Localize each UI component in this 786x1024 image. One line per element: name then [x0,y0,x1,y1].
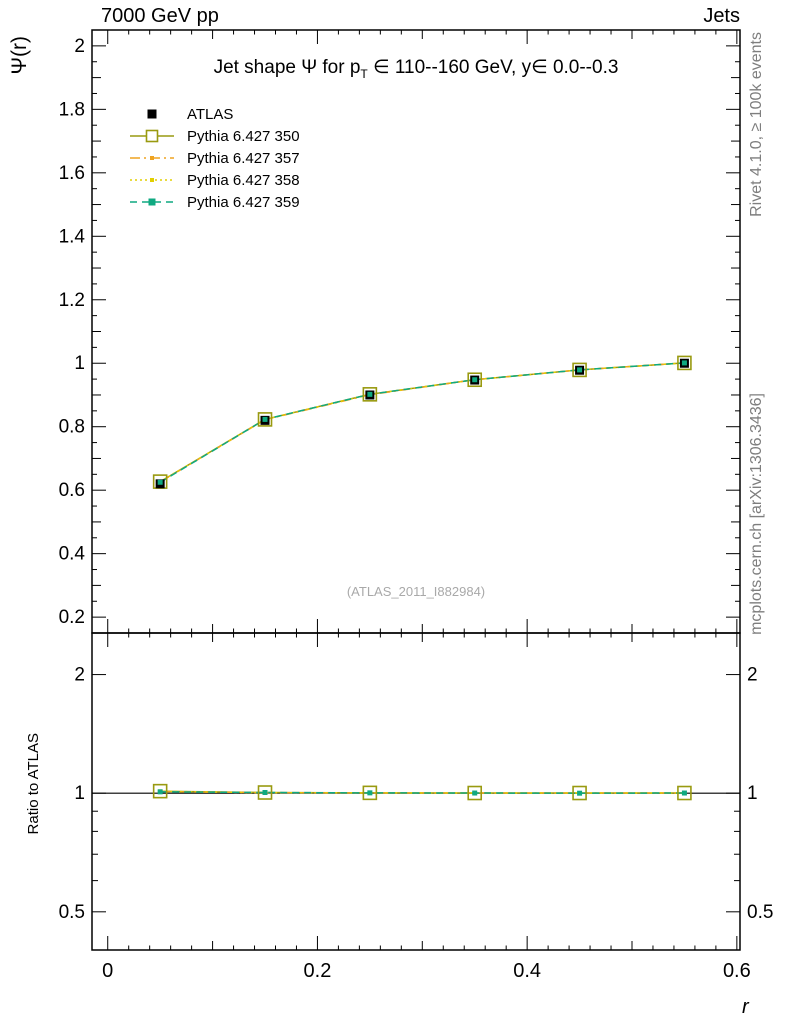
legend-label: Pythia 6.427 357 [187,149,300,167]
svg-text:0.5: 0.5 [59,902,85,923]
pythia-357-marker-icon [130,156,174,160]
pythia-358-marker-icon [130,178,174,182]
plot-title: Jet shape Ψ for pT ∈ 110--160 GeV, y∈ 0.… [92,56,740,81]
mcplots-citation-label: mcplots.cern.ch [arXiv:1306.3436] [748,393,765,635]
legend-item-pythia-350: Pythia 6.427 350 [129,125,300,147]
svg-text:0.2: 0.2 [304,960,332,982]
legend-label: Pythia 6.427 359 [187,193,300,211]
svg-text:1: 1 [747,783,758,804]
svg-text:1.4: 1.4 [59,226,86,247]
svg-text:0: 0 [102,960,113,982]
svg-text:1.2: 1.2 [59,290,85,311]
analysis-id-watermark: (ATLAS_2011_I882984) [346,584,486,599]
legend-label: Pythia 6.427 358 [187,171,300,189]
legend-item-pythia-358: Pythia 6.427 358 [129,169,300,191]
svg-text:0.2: 0.2 [59,607,85,628]
svg-text:2: 2 [747,665,758,686]
plot-title-text: Jet shape Ψ for p [213,57,361,78]
plot-title-subscript: T [360,66,368,81]
svg-text:0.8: 0.8 [59,417,85,438]
rivet-version-label: Rivet 4.1.0, ≥ 100k events [748,32,765,217]
legend-item-pythia-359: Pythia 6.427 359 [129,191,300,213]
svg-text:0.5: 0.5 [747,902,773,923]
svg-text:1.6: 1.6 [59,163,85,184]
svg-text:2: 2 [74,36,85,57]
x-axis-label: r [742,996,749,1018]
y-axis-label-ratio: Ratio to ATLAS [25,733,42,835]
svg-text:0.4: 0.4 [513,960,541,982]
svg-text:0.4: 0.4 [59,544,86,565]
beam-energy-label: 7000 GeV pp [101,5,219,27]
legend-item-atlas: ATLAS [129,103,300,125]
legend-label: Pythia 6.427 350 [187,127,300,145]
svg-text:0.6: 0.6 [59,480,85,501]
legend-item-pythia-357: Pythia 6.427 357 [129,147,300,169]
svg-text:0.6: 0.6 [723,960,751,982]
pythia-350-marker-icon [130,129,174,143]
atlas-marker-icon [147,109,157,119]
y-axis-label-main: Ψ(r) [8,36,31,75]
legend-label: ATLAS [187,105,234,123]
legend: ATLAS Pythia 6.427 350 Pythia 6.427 357 … [129,103,300,213]
pythia-359-marker-icon [130,198,174,206]
svg-text:2: 2 [74,665,85,686]
svg-text:1: 1 [74,353,85,374]
svg-text:1.8: 1.8 [59,99,85,120]
svg-text:1: 1 [74,783,85,804]
plot-title-text-2: ∈ 110--160 GeV, y∈ 0.0--0.3 [367,57,619,78]
analysis-group-label: Jets [703,5,740,27]
